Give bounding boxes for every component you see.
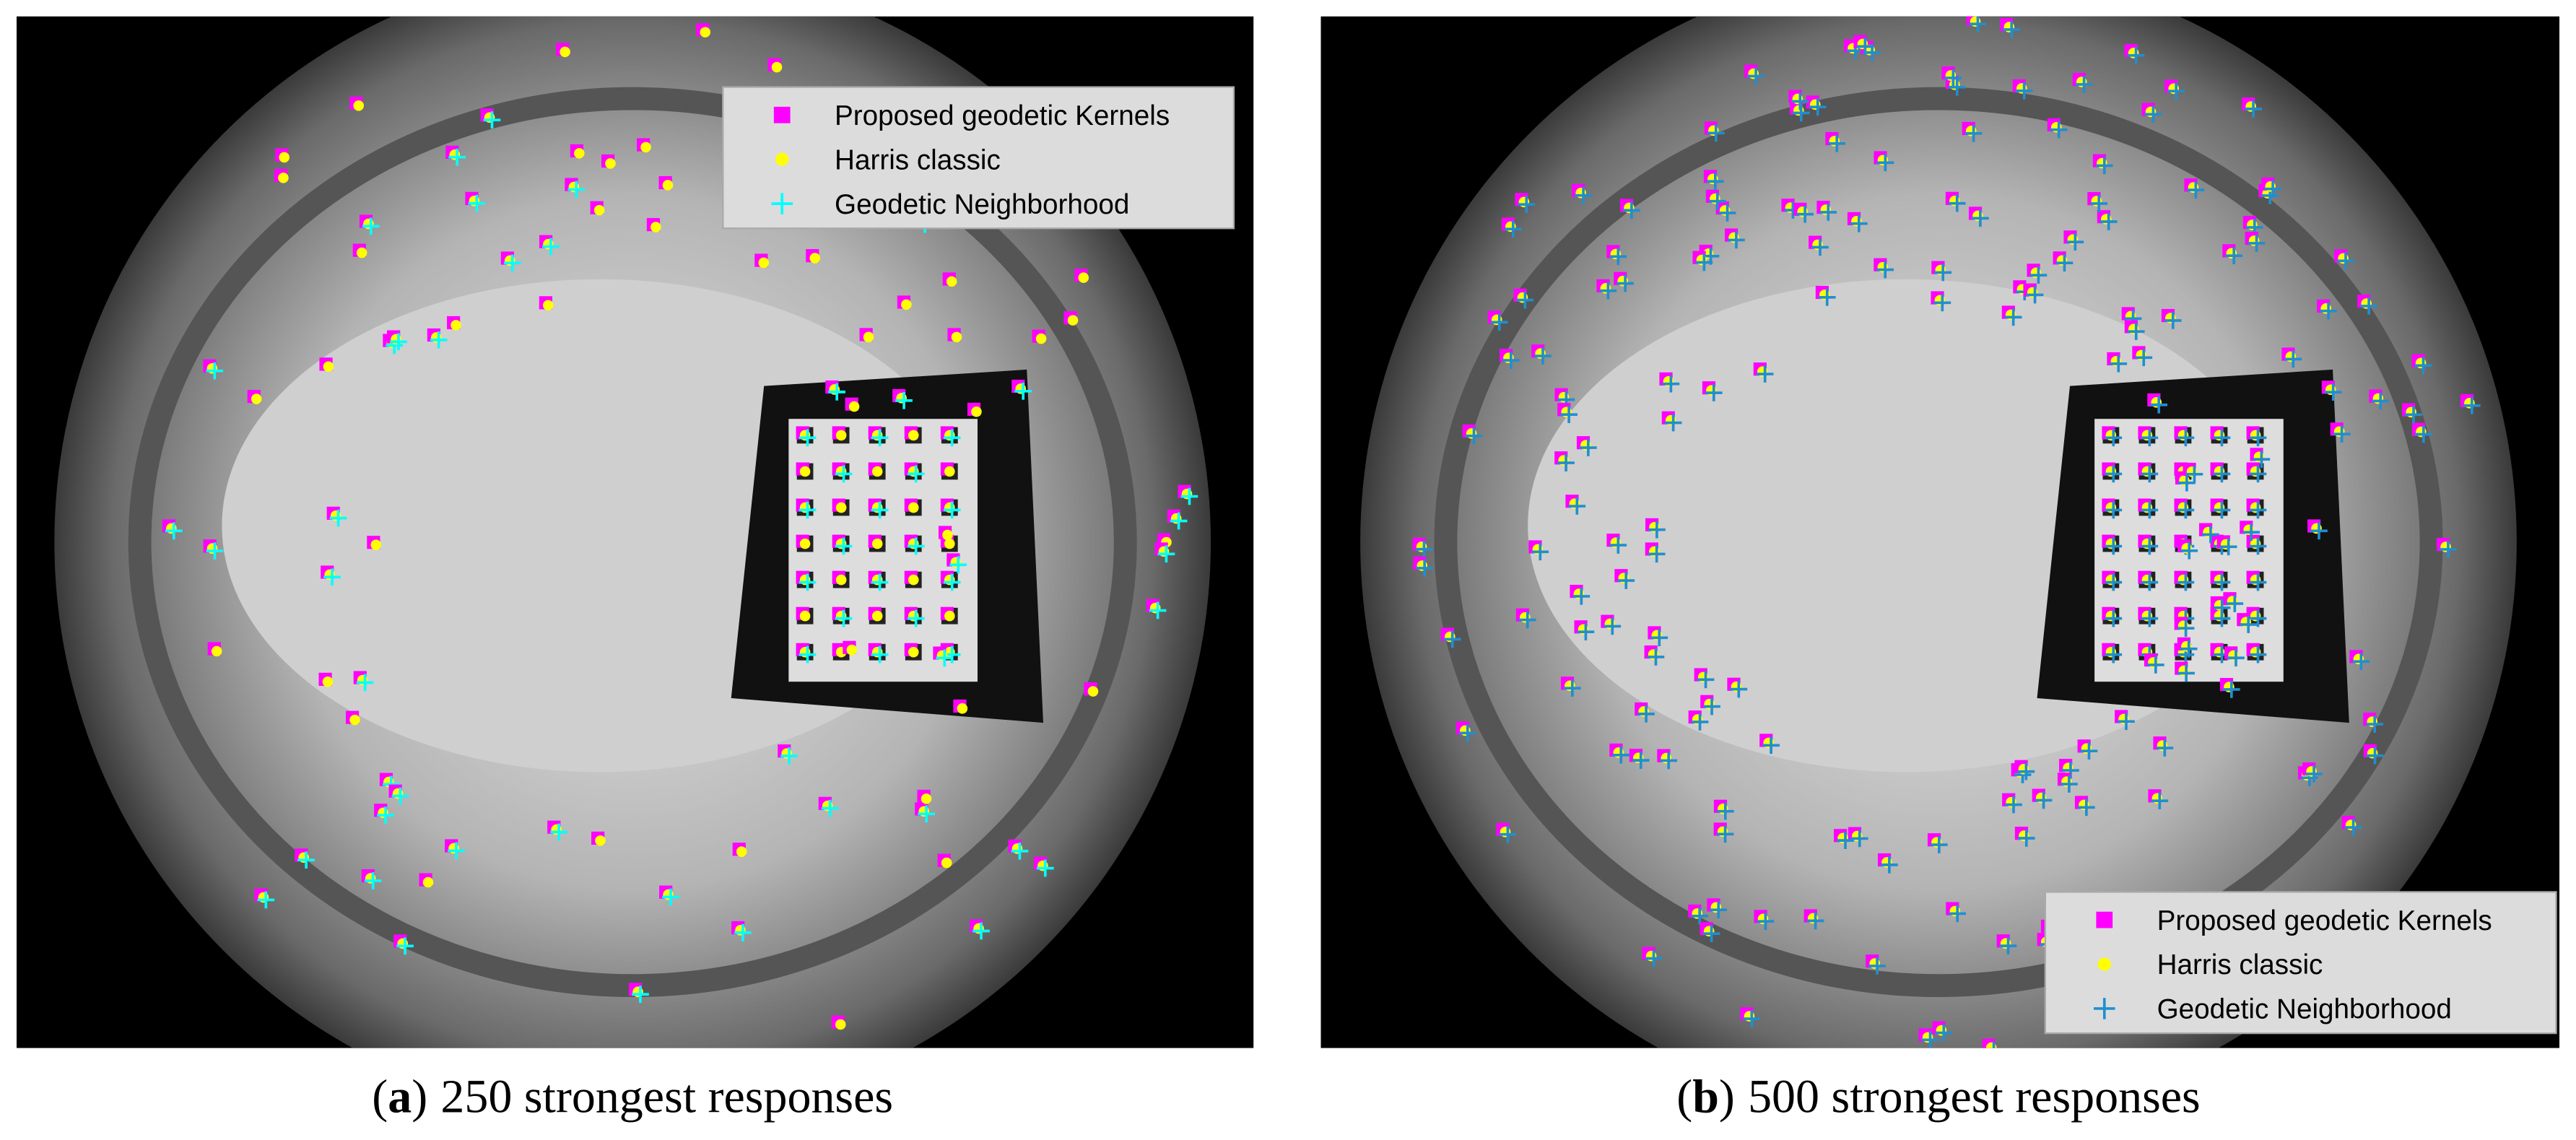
marker-dot [799,610,811,622]
marker-dot [542,300,554,311]
caption-text: 250 strongest responses [440,1070,893,1123]
marker-dot [662,180,674,191]
marker-dot [370,539,382,550]
legend-label: Geodetic Neighborhood [835,189,1129,220]
marker-dot [863,331,874,343]
marker-dot [908,646,919,658]
marker-dot [835,430,847,441]
marker-dot [799,466,811,477]
marker-square [2096,911,2113,928]
marker-dot [941,857,952,869]
marker-dot [775,152,789,166]
marker-dot [1035,333,1047,344]
legend-label: Harris classic [2157,949,2323,980]
marker-dot [451,320,461,331]
fisheye-image [54,16,1211,1048]
caption-open: ( [1676,1070,1692,1123]
marker-dot [2097,957,2111,971]
marker-square [773,106,791,123]
marker-dot [251,393,262,404]
legend-label: Geodetic Neighborhood [2157,994,2452,1025]
marker-dot [560,46,570,58]
marker-dot [951,331,962,343]
marker-dot [1067,315,1079,326]
marker-dot [871,466,883,477]
marker-dot [211,645,222,657]
marker-dot [323,361,334,373]
marker-dot [809,253,820,264]
marker-dot [322,676,334,687]
marker-dot [595,835,606,846]
marker-dot [574,148,585,159]
marker-dot [700,27,711,38]
marker-dot [278,173,289,183]
marker-dot [771,61,783,73]
panel: Proposed geodetic Kernels Harris classic G… [16,16,1254,1123]
marker-dot [640,142,651,153]
panel: Proposed geodetic Kernels Harris classic G… [1320,16,2560,1123]
caption-open: ( [372,1070,388,1123]
marker-dot [353,100,365,111]
marker-dot [871,538,883,549]
marker-dot [593,204,605,216]
marker-dot [356,247,367,258]
marker-dot [835,502,847,513]
marker-dot [349,714,360,726]
marker-dot [758,257,770,269]
marker-dot [957,703,968,714]
marker-dot [944,538,955,549]
marker-dot [1087,686,1099,697]
ceiling-ring [1434,87,2443,998]
caption-close: ) [1719,1070,1735,1123]
marker-dot [1078,272,1089,283]
legend-box [2044,891,2557,1035]
caption-label: a [388,1070,412,1123]
caption-label: b [1692,1070,1719,1123]
marker-dot [650,222,661,232]
marker-dot [908,430,919,441]
marker-dot [848,401,860,412]
marker-dot [942,529,953,541]
legend-label: Harris classic [835,144,1001,175]
marker-dot [944,610,955,622]
marker-dot [971,406,982,417]
marker-dot [846,644,858,656]
marker-dot [835,1019,846,1030]
marker-dot [736,846,747,857]
marker-dot [908,574,919,586]
marker-dot [921,793,932,804]
caption: (a) 250 strongest responses [372,1070,893,1123]
fisheye-image [1360,16,2517,1048]
legend-label: Proposed geodetic Kernels [835,100,1170,131]
caption-close: ) [412,1070,427,1123]
legend-box [722,86,1235,230]
marker-dot [944,466,955,477]
marker-dot [605,158,616,169]
marker-dot [422,876,434,888]
caption-text: 500 strongest responses [1748,1070,2201,1123]
legend-label: Proposed geodetic Kernels [2157,905,2492,936]
marker-dot [908,502,919,513]
marker-dot [946,276,957,287]
marker-dot [799,538,811,549]
marker-dot [901,299,912,310]
marker-dot [279,152,290,163]
marker-dot [871,610,883,622]
caption: (b) 500 strongest responses [1676,1070,2200,1123]
marker-dot [835,574,847,586]
